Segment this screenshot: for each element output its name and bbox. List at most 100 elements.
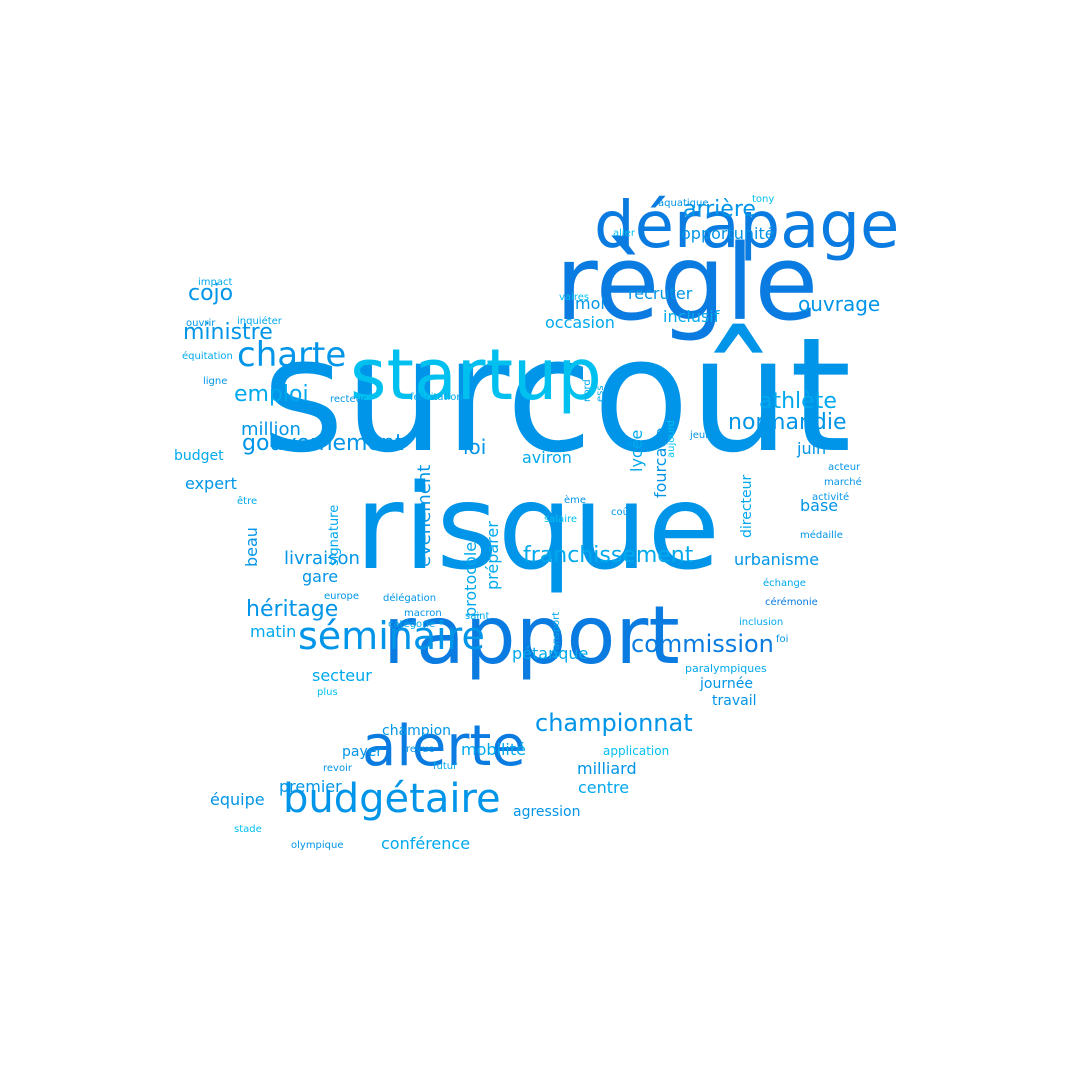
word-echange: échange [763, 578, 806, 589]
word-impact: impact [198, 277, 233, 288]
word-directeur: directeur [739, 474, 755, 538]
word-travail: travail [712, 693, 757, 709]
word-loi: loi [463, 435, 487, 459]
word-regle: règle [555, 222, 819, 344]
word-premier: premier [279, 777, 342, 796]
word-ess: ess [595, 385, 606, 402]
word-petanque: pétanque [512, 644, 589, 663]
word-aller: aller [613, 228, 635, 239]
word-equitation: équitation [182, 351, 233, 362]
word-activite: activité [812, 492, 850, 503]
word-evenement: évènement [414, 464, 435, 567]
word-eme: ème [564, 495, 587, 506]
word-application: application [603, 744, 670, 758]
word-ouvrir: ouvrir [186, 318, 216, 329]
word-protocole: protocole [461, 541, 480, 617]
word-transport: transport [551, 611, 562, 658]
word-stade: stade [234, 824, 262, 835]
word-normandie: normandie [728, 410, 847, 435]
word-etre: être [237, 496, 258, 507]
word-arriere: arrière [683, 197, 756, 222]
word-beau: beau [242, 527, 261, 567]
word-mobilite: mobilité [461, 740, 526, 759]
word-inquieter: inquiéter [237, 316, 282, 327]
word-recteur: recteur [330, 394, 367, 405]
word-charte: charte [237, 335, 347, 375]
word-categorie: catégorie [388, 619, 436, 630]
word-juin: juin [797, 439, 827, 458]
word-startup: startup [350, 334, 602, 416]
word-saint: saint [465, 611, 490, 622]
word-matin: matin [250, 622, 297, 641]
word-derapage: dérapage [594, 189, 900, 263]
word-athlete: athlète [759, 389, 837, 414]
word-centre: centre [578, 778, 630, 797]
word-foi: foi [776, 634, 789, 645]
word-paralympiques: paralympiques [685, 662, 767, 675]
word-ceremonie: cérémonie [765, 597, 818, 608]
word-signature: signature [327, 504, 342, 566]
word-milliard: milliard [577, 759, 637, 778]
word-revue: revue [406, 744, 435, 755]
word-occasion: occasion [545, 313, 615, 332]
word-revoir: revoir [323, 763, 352, 774]
word-seminaire: séminaire [298, 614, 485, 658]
word-heritage: héritage [246, 597, 339, 622]
word-cojo: cojo [188, 281, 234, 306]
word-budget: budget [174, 448, 224, 464]
word-alerte: alerte [362, 714, 526, 779]
word-championnat: championnat [535, 709, 693, 737]
word-urbanisme: urbanisme [734, 550, 820, 569]
word-budgetaire: budgétaire [283, 776, 501, 822]
word-recruter: recruter [628, 284, 693, 303]
word-franchissement: franchissement [523, 543, 694, 568]
word-delegation: délégation [383, 593, 437, 604]
word-nord: nord [582, 379, 593, 402]
word-plus: plus [317, 687, 338, 698]
word-aviron: aviron [522, 448, 572, 467]
word-base: base [800, 496, 839, 515]
word-vaires: vaires [559, 292, 590, 303]
word-acteur: acteur [828, 462, 861, 473]
word-moi: moi [575, 294, 605, 313]
word-opportunite: opportunité [681, 224, 775, 243]
word-cout: coût [611, 507, 633, 518]
word-salaire: salaire [544, 514, 578, 525]
word-conference: conférence [381, 834, 471, 853]
word-macron: macron [404, 608, 442, 619]
word-preparer: préparer [483, 521, 502, 590]
word-futur: futur [433, 761, 458, 772]
word-risque: risque [355, 458, 721, 596]
word-inclusif: inclusif [663, 307, 720, 326]
word-gouvernement: gouvernement [242, 431, 404, 456]
word-equipe: équipe [210, 790, 265, 809]
word-livraison: livraison [284, 548, 360, 569]
word-felicitation: félicitation [410, 392, 463, 403]
word-olympique: olympique [291, 840, 344, 851]
word-commission: commission [631, 630, 774, 658]
word-aquatique: aquatique [658, 198, 709, 209]
word-gare: gare [302, 567, 339, 586]
word-payer: payer [342, 744, 383, 760]
word-tony: tony [752, 194, 775, 205]
word-rapport: rapport [383, 589, 680, 682]
word-expert: expert [185, 474, 237, 493]
word-champion: champion [382, 723, 452, 739]
word-journee: journée [700, 676, 753, 692]
word-ouvrage: ouvrage [798, 292, 881, 316]
word-surcout: surcoût [262, 304, 852, 488]
word-marche: marché [824, 477, 862, 488]
word-aujourd: aujourd [666, 420, 677, 458]
word-agression: agression [513, 804, 581, 820]
word-inclusion: inclusion [739, 617, 784, 628]
word-medaille: médaille [800, 530, 843, 541]
word-million: million [241, 419, 301, 440]
word-secteur: secteur [312, 666, 372, 685]
word-jeune: jeune [690, 430, 718, 441]
word-ministre: ministre [183, 320, 273, 345]
word-ligne: ligne [203, 376, 228, 387]
word-europe: europe [324, 591, 359, 602]
word-emploi: emploi [234, 382, 309, 407]
word-lycee: lycée [627, 429, 646, 472]
